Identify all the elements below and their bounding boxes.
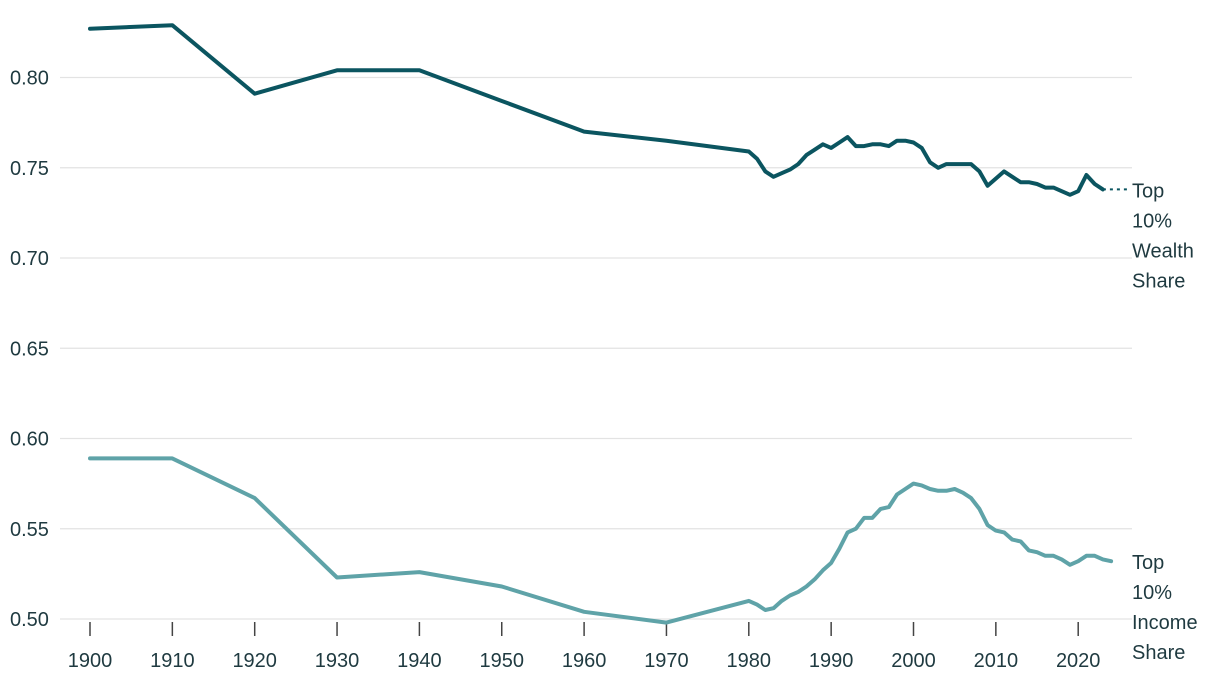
income-share-line (88, 456, 1114, 625)
series-label-line: 10% (1132, 582, 1172, 604)
y-tick-label: 0.60 (10, 429, 49, 451)
x-tick-label: 1940 (397, 650, 442, 672)
x-tick-label: 1950 (480, 650, 525, 672)
series-labels: Top 10% Wealth Share Top 10% Income Share (1132, 180, 1198, 664)
x-tick-label: 1980 (727, 650, 772, 672)
axes: 0.50 0.55 0.60 0.65 0.70 0.75 0.80 1900 1910 1920… (10, 68, 1100, 673)
series-label-line: Share (1132, 270, 1185, 292)
x-tick-label: 1920 (232, 650, 277, 672)
y-tick-label: 0.80 (10, 68, 49, 90)
series-label-line: Top (1132, 552, 1164, 574)
x-tick-label: 1910 (150, 650, 195, 672)
x-tick-label: 1960 (562, 650, 607, 672)
series-label-line: Top (1132, 180, 1164, 202)
x-tick-label: 2020 (1056, 650, 1101, 672)
y-tick-label: 0.75 (10, 158, 49, 180)
series-label-line: 10% (1132, 210, 1172, 232)
series-lines (88, 23, 1128, 625)
income-share-label: Top 10% Income Share (1132, 552, 1198, 664)
x-tick-label: 1990 (809, 650, 854, 672)
x-tick-label: 2010 (974, 650, 1019, 672)
y-tick-label: 0.55 (10, 519, 49, 541)
series-label-line: Income (1132, 612, 1198, 634)
x-tick-label: 1930 (315, 650, 360, 672)
series-label-line: Share (1132, 642, 1185, 664)
series-label-line: Wealth (1132, 240, 1194, 262)
wealth-share-label: Top 10% Wealth Share (1132, 180, 1194, 292)
y-tick-label: 0.50 (10, 609, 49, 631)
grid-lines (60, 76, 1132, 620)
y-tick-label: 0.65 (10, 338, 49, 360)
x-tick-label: 1900 (68, 650, 113, 672)
y-tick-label: 0.70 (10, 248, 49, 270)
x-tick-label: 2000 (891, 650, 936, 672)
wealth-share-line (88, 23, 1105, 197)
x-tick-label: 1970 (644, 650, 689, 672)
